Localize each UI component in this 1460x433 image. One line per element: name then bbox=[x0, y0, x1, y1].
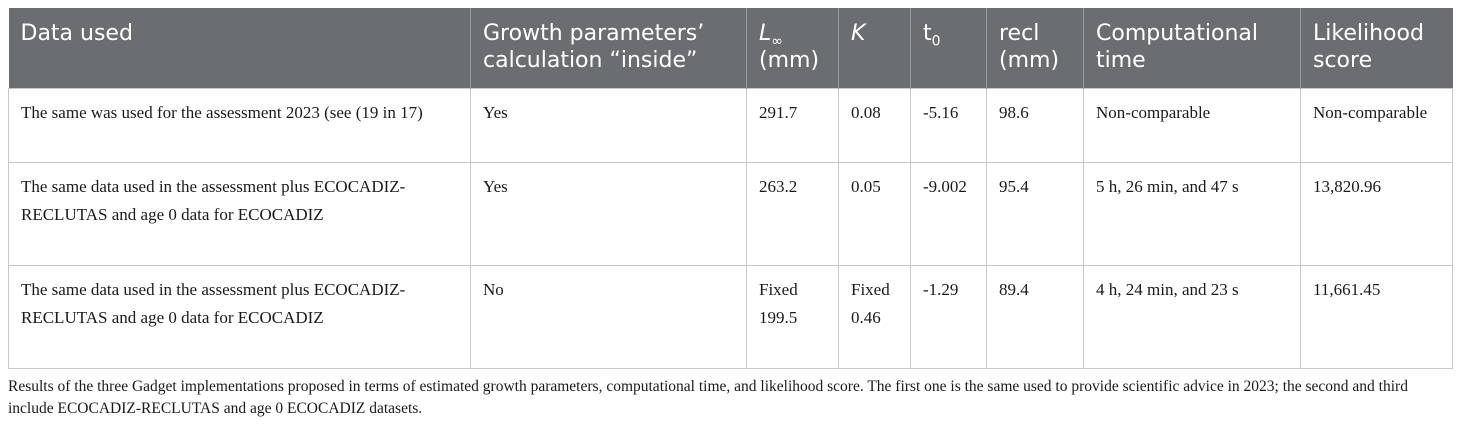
table-caption: Results of the three Gadget implementati… bbox=[8, 378, 1408, 417]
cell-k: Fixed 0.46 bbox=[838, 265, 911, 369]
cell-data-used: The same data used in the assessment plu… bbox=[8, 162, 471, 266]
cell-growth-parameters: Yes bbox=[470, 88, 747, 163]
header-k: K bbox=[838, 8, 911, 89]
results-table: Data used Growth parameters’ calculation… bbox=[8, 8, 1453, 369]
header-growth-parameters: Growth parameters’ calculation “inside” bbox=[470, 8, 747, 89]
table-row: The same was used for the assessment 202… bbox=[8, 88, 1453, 163]
cell-data-used: The same was used for the assessment 202… bbox=[8, 88, 471, 163]
linf-unit: (mm) bbox=[759, 48, 820, 73]
header-computational-time: Computational time bbox=[1083, 8, 1301, 89]
cell-k: 0.08 bbox=[838, 88, 911, 163]
header-linf: L∞ (mm) bbox=[746, 8, 839, 89]
cell-recl: 98.6 bbox=[986, 88, 1084, 163]
cell-likelihood-score: 11,661.45 bbox=[1300, 265, 1453, 369]
cell-linf: 291.7 bbox=[746, 88, 839, 163]
linf-symbol: L bbox=[759, 21, 772, 46]
header-data-used: Data used bbox=[8, 8, 471, 89]
cell-computational-time: 5 h, 26 min, and 47 s bbox=[1083, 162, 1301, 266]
table-row: The same data used in the assessment plu… bbox=[8, 162, 1453, 266]
linf-subscript: ∞ bbox=[771, 33, 783, 50]
cell-linf: 263.2 bbox=[746, 162, 839, 266]
k-symbol: K bbox=[851, 21, 866, 46]
cell-computational-time: 4 h, 24 min, and 23 s bbox=[1083, 265, 1301, 369]
cell-recl: 89.4 bbox=[986, 265, 1084, 369]
results-table-container: Data used Growth parameters’ calculation… bbox=[8, 8, 1453, 369]
cell-growth-parameters: No bbox=[470, 265, 747, 369]
cell-t0: -1.29 bbox=[910, 265, 987, 369]
cell-linf: Fixed 199.5 bbox=[746, 265, 839, 369]
t0-subscript: 0 bbox=[931, 33, 941, 50]
cell-recl: 95.4 bbox=[986, 162, 1084, 266]
cell-k: 0.05 bbox=[838, 162, 911, 266]
table-row: The same data used in the assessment plu… bbox=[8, 265, 1453, 369]
cell-likelihood-score: 13,820.96 bbox=[1300, 162, 1453, 266]
cell-likelihood-score: Non-comparable bbox=[1300, 88, 1453, 163]
header-recl: recl (mm) bbox=[986, 8, 1084, 89]
cell-t0: -5.16 bbox=[910, 88, 987, 163]
cell-t0: -9.002 bbox=[910, 162, 987, 266]
cell-growth-parameters: Yes bbox=[470, 162, 747, 266]
header-likelihood-score: Likelihood score bbox=[1300, 8, 1453, 89]
t0-symbol: t bbox=[923, 21, 932, 46]
header-t0: t0 bbox=[910, 8, 987, 89]
cell-data-used: The same data used in the assessment plu… bbox=[8, 265, 471, 369]
table-header-row: Data used Growth parameters’ calculation… bbox=[8, 8, 1453, 89]
cell-computational-time: Non-comparable bbox=[1083, 88, 1301, 163]
